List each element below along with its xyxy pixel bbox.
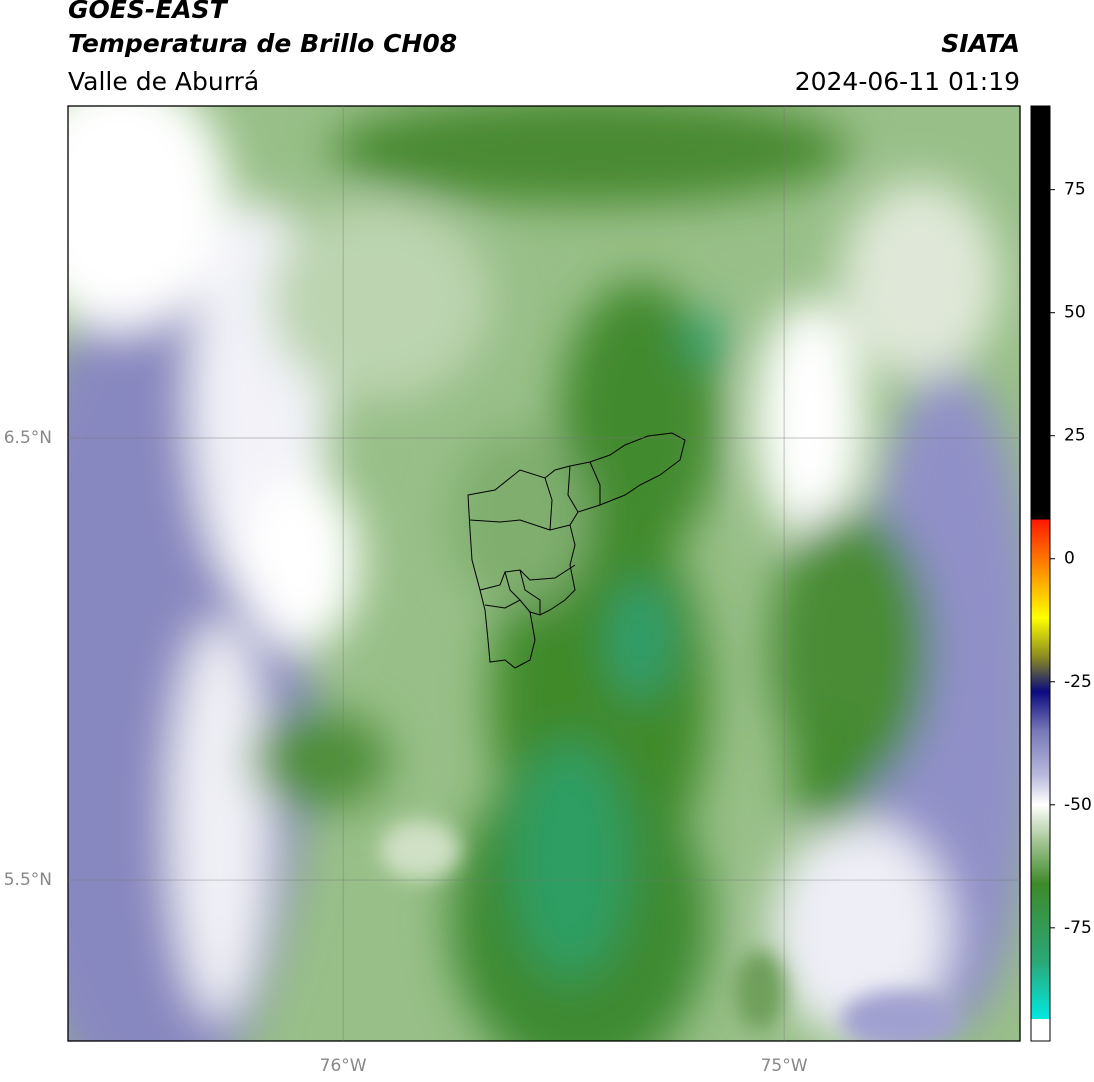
x-tick-label: 76°W [320,1056,367,1076]
colorbar-fill [1030,105,1051,1042]
y-tick-label: 5.5°N [4,870,52,890]
colorbar: -75 -50 -25 0 25 50 75 [1030,105,1092,1042]
colorbar-tick-label: -75 [1064,918,1092,938]
x-tick-label: 75°W [761,1056,808,1076]
agency: SIATA [941,29,1020,58]
colorbar-tick-label: 0 [1064,549,1075,569]
colorbar-tick-label: 25 [1064,426,1086,446]
satellite: GOES-EAST [68,0,229,24]
y-tick-label: 6.5°N [4,428,52,448]
map-axes: 76°W 75°W 5.5°N 6.5°N [4,106,1020,1076]
municipal-boundaries [467,432,686,669]
map-frame [67,105,1021,1042]
product: Temperatura de Brillo CH08 [68,29,457,58]
colorbar-tick-label: -50 [1064,795,1092,815]
satellite-image [68,106,1020,1041]
region: Valle de Aburrá [68,67,259,96]
colorbar-tick-label: -25 [1064,672,1092,692]
colorbar-tick-label: 50 [1064,303,1086,323]
colorbar-tick-label: 75 [1064,180,1086,200]
datetime: 2024-06-11 01:19 [795,67,1020,96]
